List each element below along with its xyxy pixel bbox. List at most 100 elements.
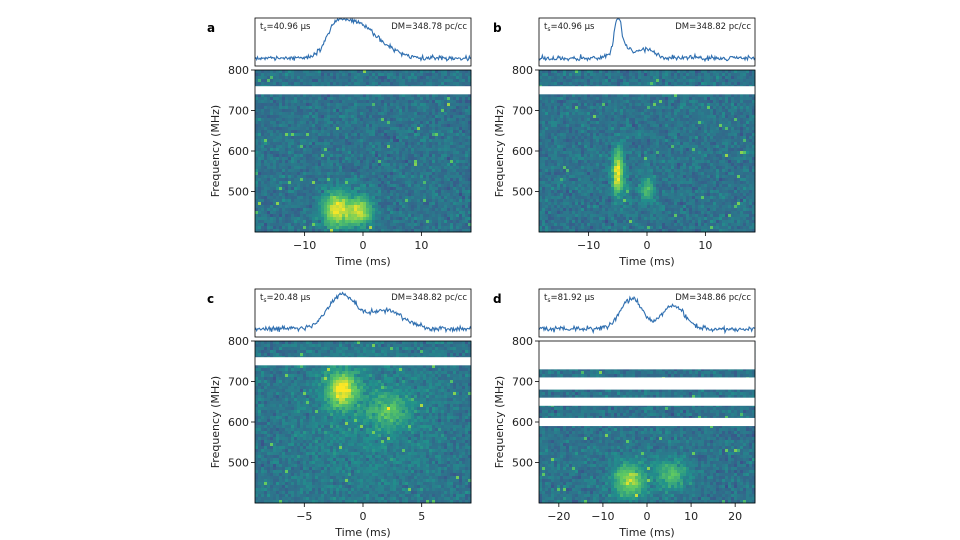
spectrum-cell [312, 121, 316, 125]
spectrum-cell [360, 121, 364, 125]
spectrum-cell [539, 196, 543, 200]
spectrum-cell [453, 190, 457, 194]
spectrum-cell [575, 199, 579, 203]
spectrum-cell [348, 157, 352, 161]
spectrum-cell [539, 82, 543, 86]
spectrum-cell [453, 73, 457, 77]
spectrum-cell [438, 70, 442, 74]
spectrum-cell [468, 82, 472, 86]
spectrum-cell [557, 73, 561, 77]
spectrum-cell [393, 139, 397, 143]
spectrum-cell [321, 103, 325, 107]
spectrum-cell [572, 163, 576, 167]
spectrum-cell [590, 211, 594, 215]
spectrum-cell [372, 112, 376, 116]
spectrum-cell [587, 190, 591, 194]
spectrum-cell [551, 169, 555, 173]
spectrum-cell [354, 166, 358, 170]
spectrum-cell [336, 184, 340, 188]
spectrum-cell [435, 202, 439, 206]
spectrum-cell [548, 94, 552, 98]
spectrum-cell [363, 145, 367, 149]
spectrum-cell [294, 145, 298, 149]
spectrum-cell [563, 82, 567, 86]
spectrum-cell [312, 148, 316, 152]
spectrum-cell [342, 118, 346, 122]
spectrum-cell [545, 121, 549, 125]
spectrum-cell [539, 226, 543, 230]
spectrum-cell [258, 97, 262, 101]
spectrum-cell [270, 115, 274, 119]
spectrum-cell [420, 193, 424, 197]
spectrum-cell [363, 202, 367, 206]
spectrum-cell [336, 73, 340, 77]
spectrum-cell [444, 217, 448, 221]
spectrum-cell [396, 79, 400, 83]
spectrum-cell [468, 118, 472, 122]
spectrum-cell [551, 205, 555, 209]
spectrum-cell [345, 97, 349, 101]
spectrum-cell [584, 70, 588, 74]
spectrum-cell [438, 97, 442, 101]
spectrum-cell [584, 73, 588, 77]
spectrum-cell [465, 109, 469, 113]
spectrum-cell [453, 127, 457, 131]
spectrum-cell [411, 130, 415, 134]
spectrum-cell [411, 205, 415, 209]
spectrum-cell [465, 184, 469, 188]
spectrum-cell [384, 226, 388, 230]
spectrum-cell [438, 226, 442, 230]
spectrum-cell [339, 214, 343, 218]
spectrum-cell [581, 121, 585, 125]
spectrum-cell [291, 124, 295, 128]
spectrum-cell [557, 205, 561, 209]
spectrum-cell [411, 82, 415, 86]
spectrum-cell [393, 136, 397, 140]
spectrum-cell [300, 208, 304, 212]
spectrum-cell [354, 115, 358, 119]
spectrum-cell [432, 166, 436, 170]
spectrum-cell [360, 103, 364, 107]
spectrum-cell [273, 181, 277, 185]
spectrum-cell [306, 109, 310, 113]
spectrum-cell [566, 181, 570, 185]
spectrum-cell [393, 217, 397, 221]
spectrum-cell [450, 109, 454, 113]
spectrum-cell [369, 166, 373, 170]
spectrum-cell [456, 106, 460, 110]
spectrum-cell [276, 82, 280, 86]
spectrum-cell [339, 151, 343, 155]
spectrum-cell [294, 121, 298, 125]
spectrum-cell [348, 127, 352, 131]
spectrum-cell [590, 70, 594, 74]
spectrum-cell [282, 154, 286, 158]
spectrum-cell [306, 106, 310, 110]
spectrum-cell [330, 139, 334, 143]
spectrum-cell [264, 100, 268, 104]
spectrum-cell [429, 124, 433, 128]
spectrum-cell [402, 187, 406, 191]
spectrum-cell [339, 205, 343, 209]
spectrum-cell [411, 127, 415, 131]
spectrum-cell [315, 70, 319, 74]
spectrum-cell [375, 217, 379, 221]
spectrum-cell [548, 130, 552, 134]
spectrum-cell [584, 217, 588, 221]
spectrum-cell [267, 103, 271, 107]
spectrum-cell [375, 202, 379, 206]
spectrum-cell [560, 76, 564, 80]
spectrum-cell [360, 124, 364, 128]
spectrum-cell [545, 229, 549, 233]
spectrum-cell [429, 193, 433, 197]
spectrum-cell [324, 112, 328, 116]
spectrum-cell [288, 76, 292, 80]
spectrum-cell [590, 190, 594, 194]
spectrum-cell [545, 94, 549, 98]
spectrum-cell [333, 79, 337, 83]
spectrum-cell [444, 187, 448, 191]
spectrum-cell [551, 184, 555, 188]
spectrum-cell [276, 208, 280, 212]
spectrum-cell [273, 79, 277, 83]
spectrum-cell [372, 106, 376, 110]
spectrum-cell [545, 145, 549, 149]
